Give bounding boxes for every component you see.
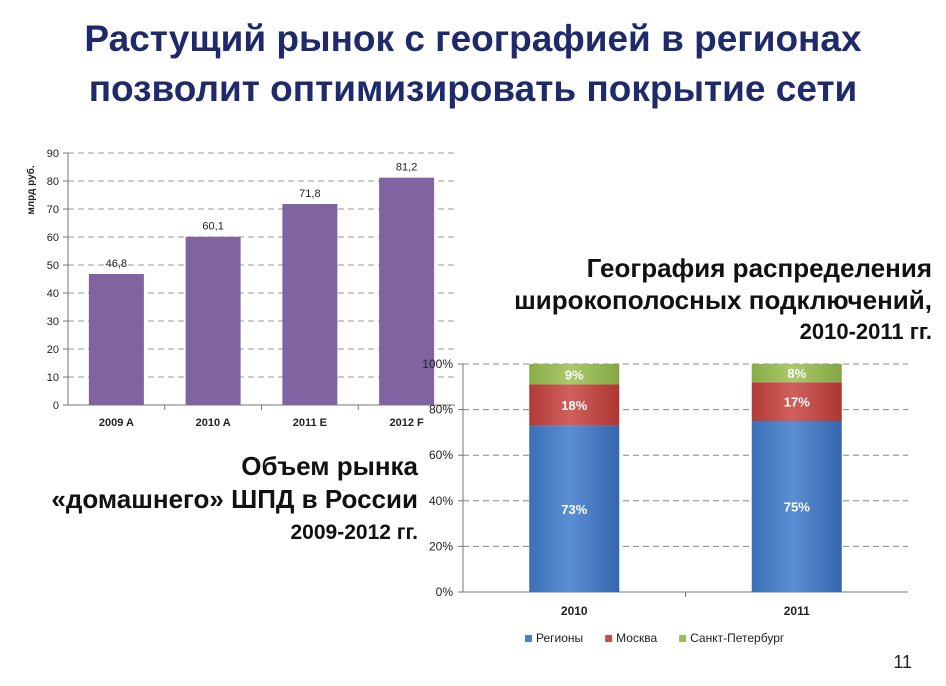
bar [379, 177, 435, 405]
y-tick-label: 40% [429, 494, 453, 508]
caption-right-line-2: широкополосных подключений, [514, 285, 932, 315]
x-category-label: 2010 A [196, 417, 231, 429]
title-line-1: Растущий рынок с географией в регионах [84, 18, 862, 59]
y-tick-label: 70 [47, 204, 59, 216]
market-volume-chart: 0 10 20 30 40 50 60 70 80 90 46,8 2009 A 60,1 2010 A 7… [25, 148, 455, 429]
segment-value-label: 73% [561, 502, 587, 517]
y-tick-label: 80 [47, 176, 59, 188]
y-tick-label: 100% [422, 357, 453, 371]
connections-geography-chart: 0% 20% 40% 60% 80% 100% 73% 18% 9% 2010 75% 17% 8% 20… [422, 357, 908, 645]
segment-value-label: 75% [784, 500, 810, 515]
segment-value-label: 8% [787, 366, 806, 381]
legend-swatch [679, 635, 687, 642]
page-number: 11 [893, 652, 912, 672]
bar [88, 273, 144, 405]
y-tick-label: 20 [47, 344, 59, 356]
bar-value-label: 81,2 [396, 162, 417, 174]
bar-value-label: 46,8 [106, 258, 127, 270]
bar [185, 236, 241, 405]
y-tick-label: 90 [47, 148, 59, 160]
stacked-bar-segment [751, 364, 842, 383]
stacked-bar-segment [529, 364, 620, 385]
legend-swatch [605, 635, 613, 642]
stacked-bar-segment [751, 382, 842, 421]
caption-right-line-1: География распределения [586, 253, 932, 283]
legend-label: Регионы [536, 631, 583, 645]
caption-left-line-1: Объем рынка [241, 451, 418, 481]
page-title: Растущий рынок с географией в регионах п… [0, 14, 946, 114]
stacked-bar-segment [751, 421, 842, 592]
x-category-label: 2009 A [99, 417, 134, 429]
x-category-label: 2012 F [390, 417, 425, 429]
caption-left-line-2: «домашнего» ШПД в России [51, 484, 418, 514]
segment-value-label: 17% [784, 395, 810, 410]
y-tick-label: 80% [429, 403, 453, 417]
x-category-label: 2011 [784, 604, 810, 618]
y-tick-label: 0 [53, 400, 59, 412]
y-tick-label: 10 [47, 372, 59, 384]
y-tick-label: 60 [47, 232, 59, 244]
bar-value-label: 71,8 [299, 188, 320, 200]
legend-label: Санкт-Петербург [690, 631, 785, 645]
legend-swatch [525, 635, 532, 642]
bar [282, 203, 338, 405]
legend: Регионы Москва Санкт-Петербург [525, 631, 785, 645]
legend-label: Москва [616, 631, 657, 645]
y-tick-label: 30 [47, 316, 59, 328]
segment-value-label: 9% [565, 367, 584, 382]
caption-right-line-3: 2010-2011 гг. [799, 319, 932, 344]
bar-value-label: 60,1 [202, 221, 223, 233]
y-tick-label: 60% [429, 448, 453, 462]
x-category-label: 2010 [561, 604, 588, 618]
market-volume-caption: Объем рынка «домашнего» ШПД в России 200… [0, 450, 418, 549]
stacked-bar-segment [529, 425, 620, 592]
segment-value-label: 18% [561, 398, 587, 413]
y-axis-label: млрд руб. [25, 165, 37, 214]
x-category-label: 2011 E [293, 417, 327, 429]
geography-caption: География распределения широкополосных п… [440, 252, 932, 348]
stacked-bar-segment [529, 384, 620, 426]
title-line-2: позволит оптимизировать покрытие сети [88, 68, 858, 109]
y-tick-label: 40 [47, 288, 59, 300]
caption-left-line-3: 2009-2012 гг. [290, 521, 419, 544]
y-tick-label: 20% [429, 539, 453, 553]
y-tick-label: 0% [436, 585, 454, 599]
y-tick-label: 50 [47, 260, 59, 272]
